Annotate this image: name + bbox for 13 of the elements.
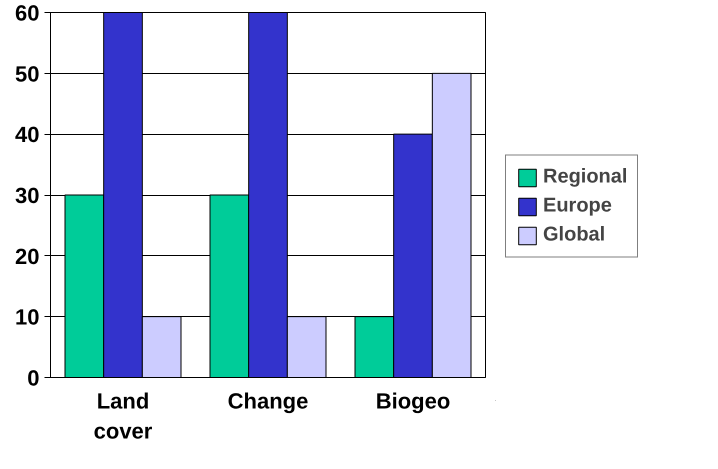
y-tick-label: 50 xyxy=(15,61,40,86)
y-tick-label: 0 xyxy=(27,366,40,390)
y-tick-label: 10 xyxy=(15,304,40,330)
y-tick-label: 60 xyxy=(15,0,40,26)
y-tick-label: 40 xyxy=(15,122,40,148)
x-tick-label: Land cover xyxy=(94,388,153,444)
legend-label: Global xyxy=(543,224,606,246)
y-tick-label: 30 xyxy=(15,183,40,208)
legend-label: Europe xyxy=(543,194,612,218)
x-tick-label: Biogeo xyxy=(376,388,450,414)
y-tick-label: 20 xyxy=(15,244,40,269)
legend-label: Regional xyxy=(543,166,628,188)
x-tick-label: Change xyxy=(228,388,308,414)
